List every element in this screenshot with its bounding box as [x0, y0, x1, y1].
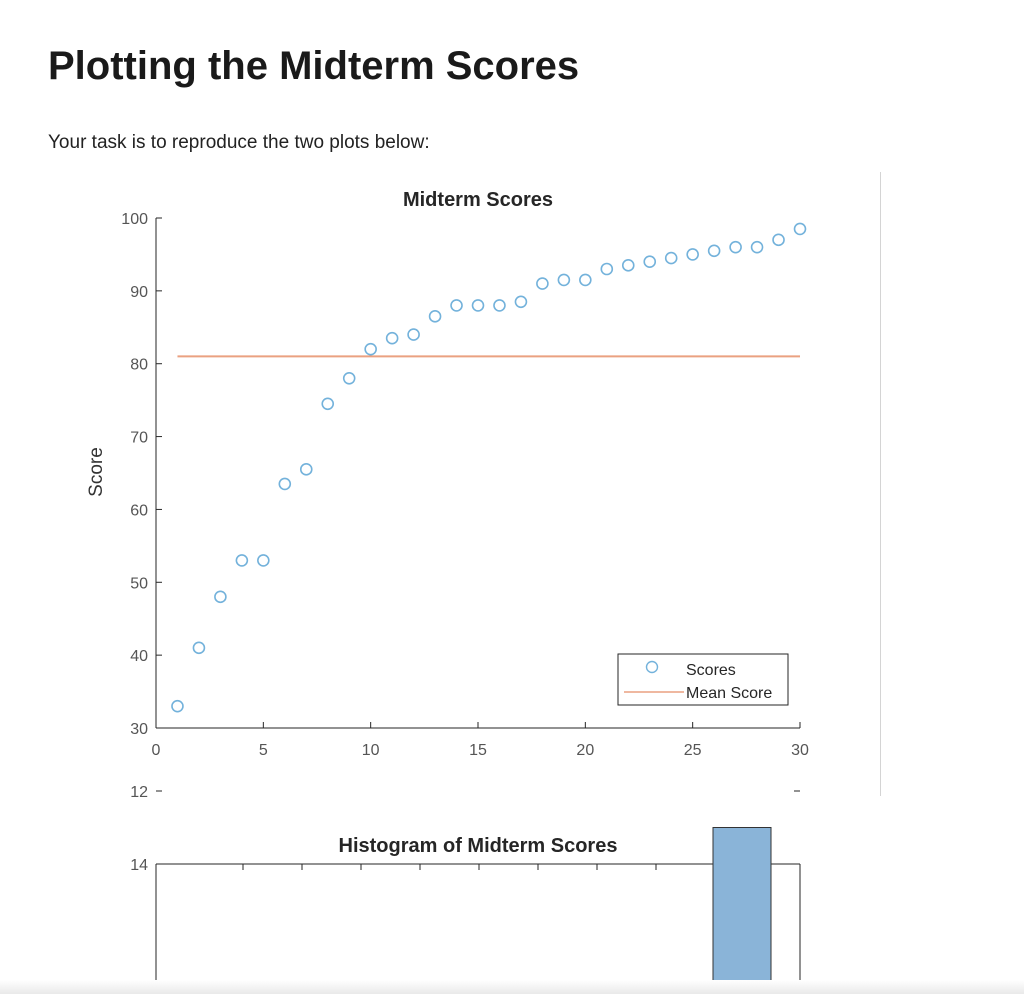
score-point	[772, 233, 785, 247]
score-point	[278, 477, 292, 491]
score-point	[750, 240, 764, 254]
hist-y-tick-label: 14	[130, 857, 148, 874]
score-point	[557, 273, 571, 287]
scatter-x-ticks: 0 5 10 15 20 25 30	[152, 722, 809, 759]
score-points	[171, 222, 807, 713]
scatter-ylabel: Score	[86, 447, 107, 497]
score-point	[793, 222, 807, 236]
y-tick-label: 80	[130, 357, 148, 374]
x-tick-label: 15	[469, 742, 487, 759]
histogram-bar	[712, 827, 772, 994]
y-tick-label: 50	[130, 575, 148, 592]
score-point	[493, 299, 506, 312]
score-point	[235, 554, 249, 567]
score-point	[600, 262, 614, 276]
histogram-title: Histogram of Midterm Scores	[339, 835, 618, 857]
score-point	[407, 328, 420, 341]
scatter-title: Midterm Scores	[403, 189, 553, 211]
score-point	[450, 299, 463, 312]
hist-y-tick-label: 12	[130, 784, 148, 801]
score-point	[171, 699, 184, 713]
legend-scores-marker	[645, 660, 659, 674]
x-tick-label: 0	[152, 742, 161, 759]
y-tick-label: 100	[121, 211, 148, 228]
viewport-bottom-shadow	[0, 980, 1024, 994]
score-point	[428, 310, 442, 323]
page-title: Plotting the Midterm Scores	[48, 44, 580, 88]
score-point	[257, 554, 270, 567]
y-tick-label: 60	[130, 502, 148, 519]
score-point	[536, 277, 549, 290]
histogram-y-ticks: 12 14	[130, 784, 800, 874]
y-tick-label: 30	[130, 721, 148, 738]
score-point	[729, 240, 742, 254]
legend-box	[617, 653, 789, 706]
legend-mean-label: Mean Score	[686, 685, 772, 702]
task-instructions: Your task is to reproduce the two plots …	[48, 132, 430, 153]
score-point	[514, 295, 528, 309]
y-tick-label: 70	[130, 430, 148, 447]
x-tick-label: 25	[684, 742, 702, 759]
score-point	[364, 342, 377, 356]
score-point	[664, 251, 678, 265]
histogram-plot: Histogram of Midterm Scores 12 14	[130, 784, 801, 994]
legend-scores-label: Scores	[686, 662, 736, 679]
score-point	[299, 463, 313, 476]
x-tick-label: 5	[259, 742, 268, 759]
x-tick-label: 20	[576, 742, 594, 759]
score-point	[321, 397, 335, 411]
y-tick-label: 90	[130, 284, 148, 301]
score-point	[214, 590, 227, 604]
x-tick-label: 30	[791, 742, 809, 759]
score-point	[621, 259, 635, 272]
scatter-y-ticks: 30 40 50 60 70 80 90 100	[121, 211, 162, 738]
histogram-top-ticks	[242, 864, 716, 870]
scatter-legend: Scores Mean Score	[617, 653, 789, 706]
content-divider	[880, 172, 881, 796]
score-point	[579, 273, 592, 287]
score-point	[707, 244, 721, 258]
score-point	[471, 299, 485, 312]
score-point	[643, 255, 657, 269]
x-tick-label: 10	[362, 742, 380, 759]
score-point	[385, 331, 399, 345]
y-tick-label: 40	[130, 648, 148, 665]
score-point	[342, 371, 356, 385]
score-point	[192, 641, 206, 655]
score-point	[686, 248, 699, 261]
